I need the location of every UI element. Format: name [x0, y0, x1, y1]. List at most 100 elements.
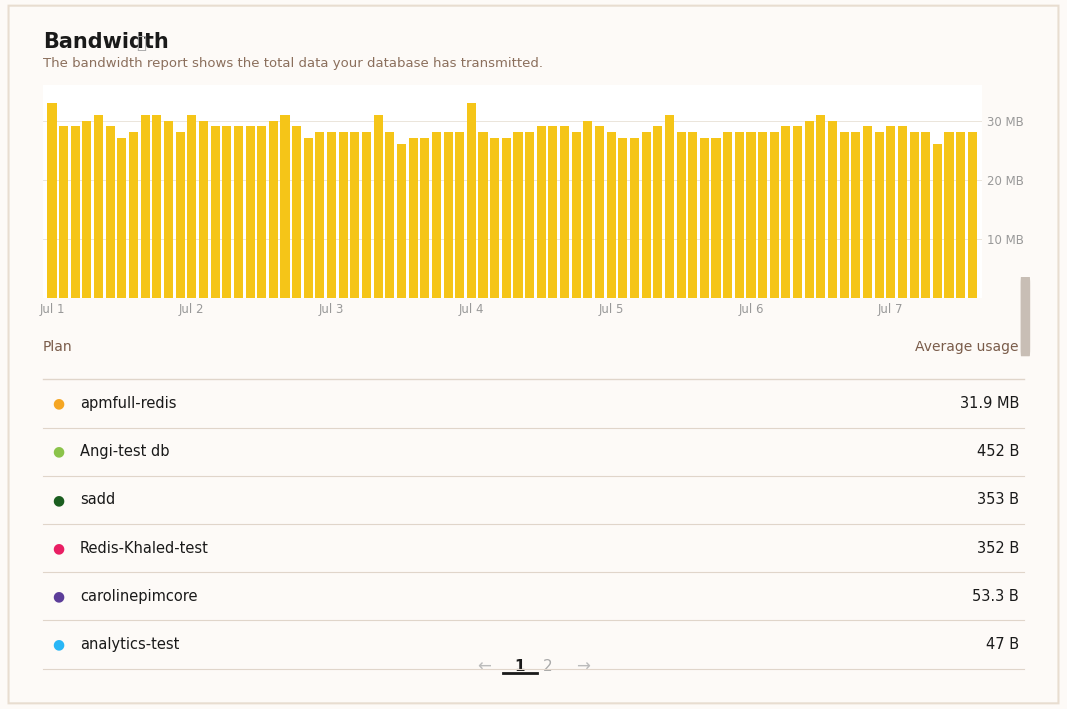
- Bar: [141, 115, 149, 298]
- Bar: [840, 133, 848, 298]
- Bar: [490, 138, 499, 298]
- Bar: [595, 126, 604, 298]
- Bar: [420, 138, 429, 298]
- Bar: [653, 126, 663, 298]
- Text: ●: ●: [52, 445, 65, 459]
- Text: 353 B: 353 B: [977, 492, 1019, 508]
- Text: The bandwidth report shows the total data your database has transmitted.: The bandwidth report shows the total dat…: [43, 57, 543, 69]
- Bar: [281, 115, 289, 298]
- Bar: [618, 138, 627, 298]
- Text: analytics-test: analytics-test: [80, 637, 179, 652]
- Text: carolinepimcore: carolinepimcore: [80, 588, 197, 604]
- Bar: [968, 133, 977, 298]
- Text: Angi-test db: Angi-test db: [80, 444, 170, 459]
- Bar: [304, 138, 313, 298]
- Bar: [828, 121, 838, 298]
- Bar: [712, 138, 720, 298]
- Bar: [537, 126, 546, 298]
- Bar: [362, 133, 371, 298]
- Text: ●: ●: [52, 493, 65, 507]
- Bar: [82, 121, 92, 298]
- Bar: [117, 138, 127, 298]
- Text: ●: ●: [52, 637, 65, 652]
- Bar: [245, 126, 255, 298]
- Bar: [94, 115, 103, 298]
- Bar: [373, 115, 383, 298]
- Text: ⓘ: ⓘ: [137, 34, 146, 52]
- Bar: [47, 103, 57, 298]
- Bar: [164, 121, 173, 298]
- Bar: [525, 133, 535, 298]
- Bar: [758, 133, 767, 298]
- Text: →: →: [575, 657, 590, 676]
- Bar: [548, 126, 557, 298]
- Bar: [560, 126, 569, 298]
- Bar: [59, 126, 68, 298]
- Text: ←: ←: [477, 657, 492, 676]
- Bar: [584, 121, 592, 298]
- Bar: [350, 133, 360, 298]
- Text: sadd: sadd: [80, 492, 115, 508]
- Bar: [467, 103, 476, 298]
- Text: Bandwidth: Bandwidth: [43, 32, 169, 52]
- Text: ●: ●: [52, 589, 65, 603]
- Text: apmfull-redis: apmfull-redis: [80, 396, 176, 411]
- Bar: [385, 133, 395, 298]
- Bar: [129, 133, 138, 298]
- Text: ●: ●: [52, 396, 65, 411]
- Bar: [781, 126, 791, 298]
- Text: 2: 2: [542, 659, 553, 674]
- Bar: [956, 133, 966, 298]
- Bar: [630, 138, 639, 298]
- Text: Redis-Khaled-test: Redis-Khaled-test: [80, 540, 209, 556]
- Bar: [234, 126, 243, 298]
- Bar: [887, 126, 895, 298]
- Bar: [909, 133, 919, 298]
- Bar: [478, 133, 488, 298]
- Bar: [816, 115, 826, 298]
- Bar: [875, 133, 883, 298]
- Bar: [222, 126, 232, 298]
- Text: 1: 1: [514, 659, 525, 674]
- Bar: [328, 133, 336, 298]
- Text: 31.9 MB: 31.9 MB: [959, 396, 1019, 411]
- Bar: [769, 133, 779, 298]
- Text: Plan: Plan: [43, 340, 73, 354]
- Bar: [409, 138, 417, 298]
- Bar: [665, 115, 674, 298]
- Bar: [688, 133, 697, 298]
- Bar: [210, 126, 220, 298]
- Bar: [513, 133, 523, 298]
- Bar: [106, 126, 115, 298]
- Bar: [338, 133, 348, 298]
- Bar: [187, 115, 196, 298]
- Bar: [607, 133, 616, 298]
- Bar: [793, 126, 802, 298]
- Bar: [70, 126, 80, 298]
- Bar: [944, 133, 954, 298]
- Bar: [444, 133, 452, 298]
- Bar: [676, 133, 686, 298]
- Bar: [456, 133, 464, 298]
- Bar: [641, 133, 651, 298]
- Bar: [176, 133, 185, 298]
- Text: 352 B: 352 B: [976, 540, 1019, 556]
- Bar: [863, 126, 872, 298]
- Bar: [292, 126, 301, 298]
- Bar: [735, 133, 744, 298]
- Bar: [700, 138, 708, 298]
- Bar: [805, 121, 814, 298]
- Bar: [397, 144, 407, 298]
- Bar: [501, 138, 511, 298]
- Bar: [432, 133, 441, 298]
- Bar: [897, 126, 907, 298]
- Text: 47 B: 47 B: [986, 637, 1019, 652]
- Text: 452 B: 452 B: [976, 444, 1019, 459]
- Bar: [257, 126, 267, 298]
- Bar: [572, 133, 580, 298]
- FancyBboxPatch shape: [1020, 277, 1031, 357]
- Text: Average usage: Average usage: [915, 340, 1019, 354]
- Bar: [269, 121, 277, 298]
- Bar: [153, 115, 161, 298]
- Bar: [933, 144, 942, 298]
